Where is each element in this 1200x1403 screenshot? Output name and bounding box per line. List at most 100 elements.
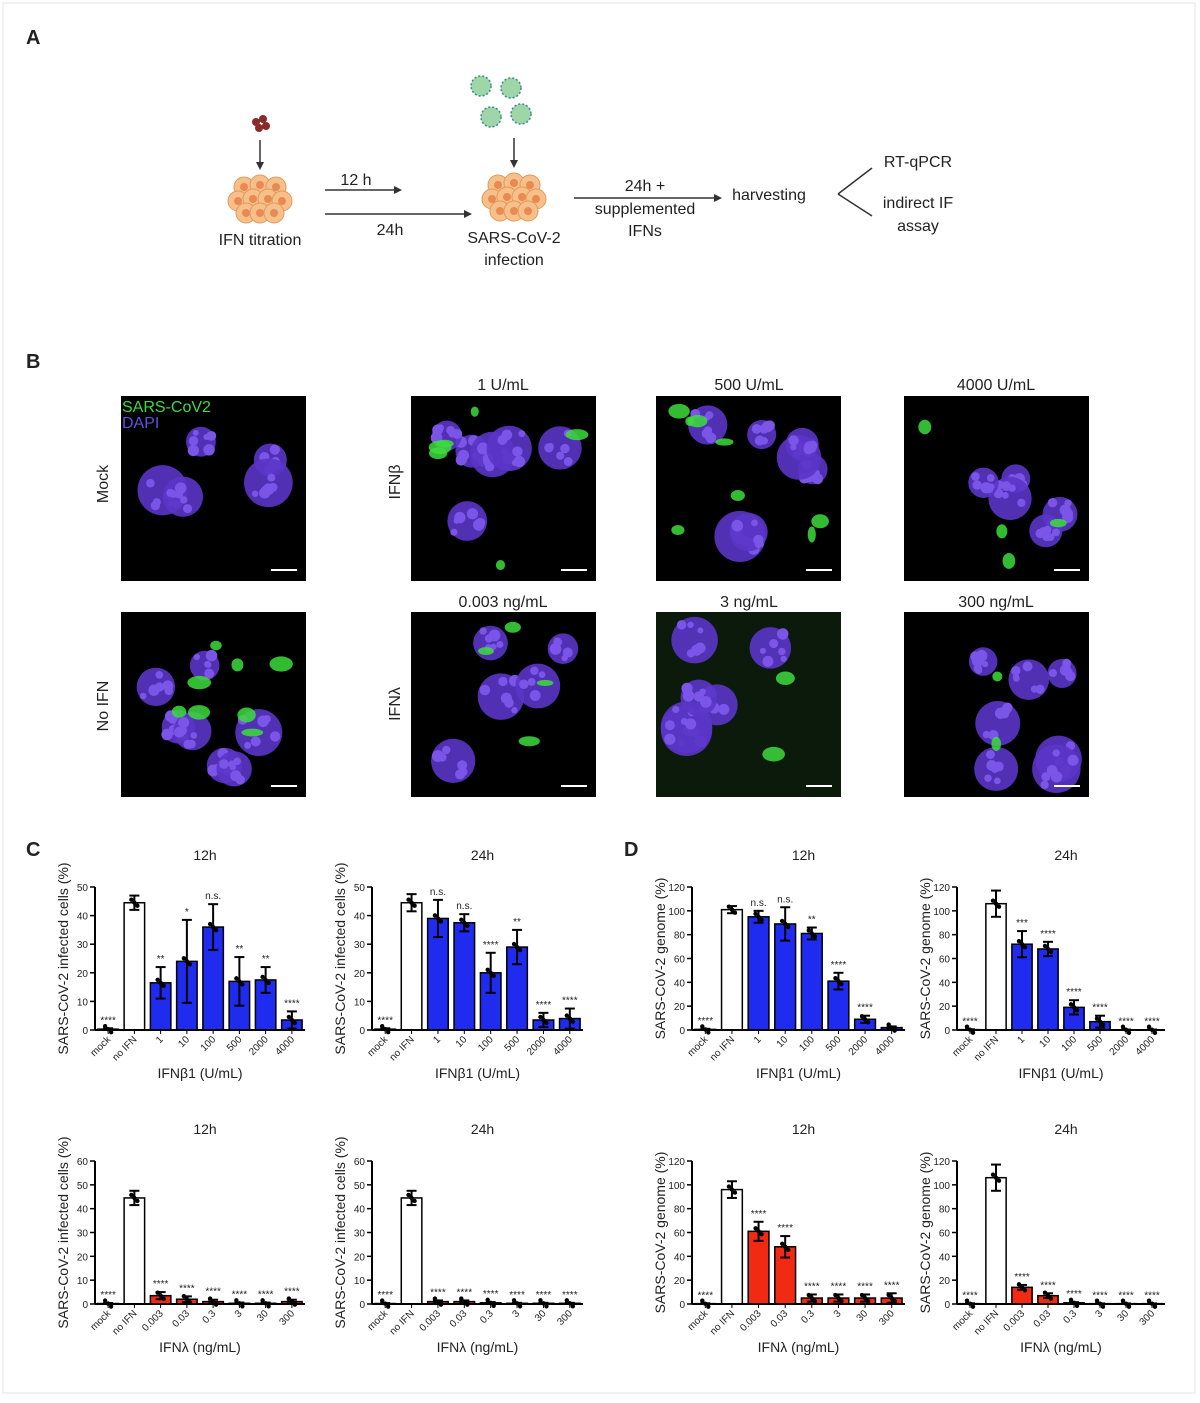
- nucleus: [519, 680, 528, 689]
- nucleus: [189, 436, 199, 446]
- y-tick-label: 80: [674, 931, 686, 942]
- significance: ****: [483, 940, 499, 951]
- replicate: [971, 1030, 975, 1034]
- nucleus: [174, 727, 185, 738]
- bar: [124, 1198, 144, 1304]
- nucleus: [777, 628, 788, 639]
- significance: ****: [430, 1287, 446, 1298]
- nucleus: [972, 480, 981, 489]
- nucleus: [681, 718, 688, 725]
- replicate: [1127, 1031, 1131, 1035]
- significance: ****: [284, 1287, 300, 1298]
- significance: ****: [1144, 1017, 1160, 1028]
- nucleus: [994, 777, 1001, 784]
- cell-cluster: [482, 173, 546, 221]
- nucleus: [551, 644, 561, 654]
- nucleus: [683, 690, 695, 702]
- y-axis-label: SARS-CoV-2 infected cells (%): [55, 1136, 71, 1328]
- significance: ****: [1066, 1289, 1082, 1300]
- nucleus: [1064, 499, 1071, 506]
- nucleus: [256, 209, 264, 217]
- x-axis-label: IFNβ1 (U/mL): [1018, 1065, 1103, 1081]
- panel-label: D: [624, 839, 638, 861]
- significance: ****: [698, 1016, 714, 1027]
- nucleus: [803, 444, 813, 454]
- nucleus: [755, 436, 765, 446]
- infected-cell: [671, 525, 684, 535]
- infected-cell: [241, 729, 263, 737]
- significance: ****: [1092, 1290, 1108, 1301]
- micrograph: [411, 396, 596, 581]
- micrograph: [904, 396, 1089, 581]
- nucleus: [148, 684, 159, 695]
- panel-label: C: [26, 839, 40, 861]
- step-label: supplemented: [595, 201, 696, 218]
- replicate: [813, 934, 817, 938]
- significance: **: [808, 915, 816, 926]
- y-tick-label: 0: [82, 1026, 88, 1037]
- significance: ****: [777, 1223, 793, 1234]
- nucleus: [205, 669, 213, 677]
- nucleus: [205, 662, 211, 668]
- replicate: [786, 925, 790, 929]
- significance: ****: [562, 996, 578, 1007]
- row-label: IFNβ: [387, 465, 404, 500]
- bar: [722, 910, 743, 1030]
- replicate: [813, 1299, 817, 1303]
- y-tick-label: 40: [354, 1205, 366, 1216]
- y-tick-label: 30: [77, 940, 89, 951]
- nucleus: [755, 540, 763, 548]
- nucleus: [467, 508, 478, 519]
- significance: ****: [831, 960, 847, 971]
- y-tick-label: 60: [674, 955, 686, 966]
- replicate: [293, 1021, 297, 1025]
- significance: ****: [751, 1209, 767, 1220]
- nucleus: [769, 639, 778, 648]
- y-tick-label: 0: [359, 1026, 365, 1037]
- y-tick-label: 20: [674, 1276, 686, 1287]
- nucleus: [760, 648, 766, 654]
- y-tick-label: 20: [354, 969, 366, 980]
- legend-entry: DAPI: [122, 415, 159, 432]
- nucleus: [1047, 765, 1058, 776]
- y-tick-label: 10: [354, 1276, 366, 1287]
- nucleus: [458, 767, 467, 776]
- micrograph: [904, 612, 1089, 797]
- step-label: indirect IF: [883, 195, 953, 212]
- infected-cell: [187, 676, 211, 689]
- infected-cell: [429, 440, 452, 454]
- nucleus: [183, 504, 192, 513]
- nucleus: [561, 655, 567, 661]
- column-label: 3 ng/mL: [720, 594, 778, 611]
- replicate: [1023, 1288, 1027, 1292]
- y-axis-label: SARS-CoV-2 genome (%): [652, 1152, 668, 1314]
- replicate: [971, 1304, 975, 1308]
- nucleus: [448, 429, 456, 437]
- nucleus: [1002, 703, 1012, 713]
- bar: [124, 903, 144, 1030]
- nucleus: [974, 664, 982, 672]
- y-tick-label: 40: [77, 1205, 89, 1216]
- nucleus: [188, 445, 199, 456]
- molecule: [259, 115, 267, 123]
- column-label: 300 ng/mL: [958, 594, 1034, 611]
- x-axis-label: IFNβ1 (U/mL): [756, 1065, 841, 1081]
- nucleus: [980, 482, 991, 493]
- y-tick-label: 80: [939, 1205, 951, 1216]
- step-label: IFN titration: [219, 232, 302, 249]
- nucleus: [687, 622, 693, 628]
- nucleus: [244, 742, 251, 749]
- nucleus: [970, 651, 980, 661]
- bar: [722, 1190, 743, 1304]
- nucleus: [987, 474, 995, 482]
- replicate: [892, 1299, 896, 1303]
- significance: *: [185, 907, 189, 918]
- nucleus: [560, 444, 569, 453]
- nucleus: [259, 487, 270, 498]
- nucleus: [432, 425, 443, 436]
- nucleus: [494, 181, 502, 189]
- replicate: [439, 919, 443, 923]
- nucleus: [695, 643, 706, 654]
- infected-cell: [269, 656, 292, 671]
- nucleus: [488, 195, 496, 203]
